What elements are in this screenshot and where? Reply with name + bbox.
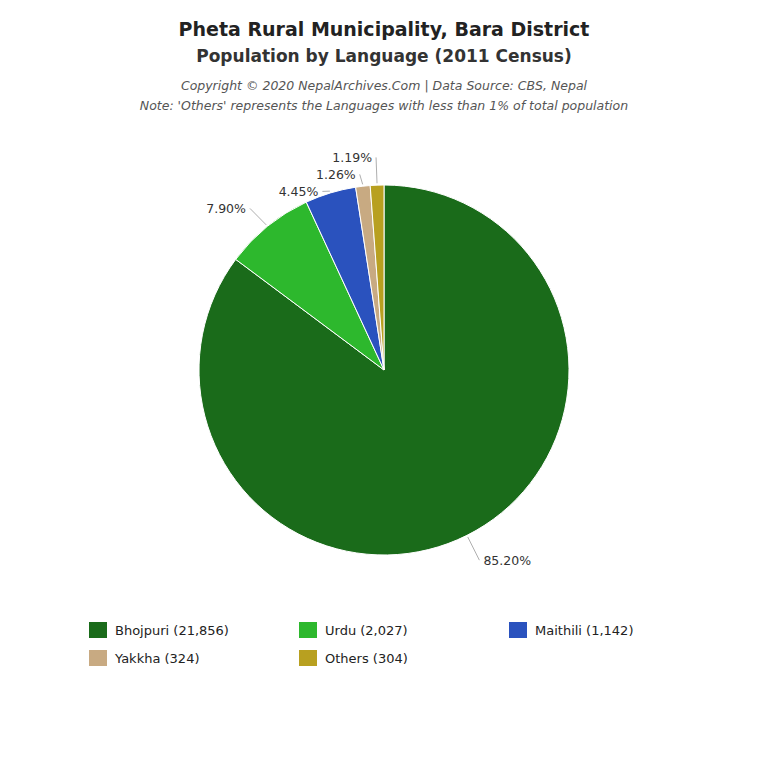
leader-line (360, 174, 363, 184)
pie-slice (199, 185, 569, 555)
data-label: 85.20% (483, 553, 531, 568)
chart: Pheta Rural Municipality, Bara District P… (0, 0, 768, 768)
leader-line (322, 191, 330, 192)
leader-line (376, 157, 378, 183)
legend: Bhojpuri (21,856) Urdu (2,027) Maithili (1… (89, 622, 633, 666)
annotation: Note: 'Others' represents the Languages … (140, 98, 628, 113)
data-label: 4.45% (279, 184, 319, 199)
data-label: 7.90% (206, 201, 246, 216)
legend-entry: Urdu (2,027) (325, 623, 408, 638)
legend-entry: Bhojpuri (21,856) (115, 623, 229, 638)
data-labels: 85.20% 7.90% 4.45% 1.26% 1.19% (206, 150, 531, 568)
data-label: 1.19% (332, 150, 372, 165)
pie-slice (356, 186, 384, 370)
pie (199, 185, 569, 555)
background (0, 0, 768, 768)
pie-slice (370, 185, 384, 370)
legend-entry: Maithili (1,142) (535, 623, 633, 638)
legend-swatch (89, 650, 107, 666)
legend-swatch (509, 622, 527, 638)
subtitle: Population by Language (2011 Census) (196, 46, 572, 66)
leader-line (250, 208, 266, 225)
data-label: 1.26% (316, 167, 356, 182)
title: Pheta Rural Municipality, Bara District (179, 18, 590, 40)
legend-entry: Others (304) (325, 651, 408, 666)
legend-entry: Yakkha (324) (114, 651, 199, 666)
legend-swatch (299, 650, 317, 666)
legend-swatch (299, 622, 317, 638)
leader-line (468, 537, 480, 560)
legend-swatch (89, 622, 107, 638)
annotation: Copyright © 2020 NepalArchives.Com | Dat… (181, 78, 588, 93)
